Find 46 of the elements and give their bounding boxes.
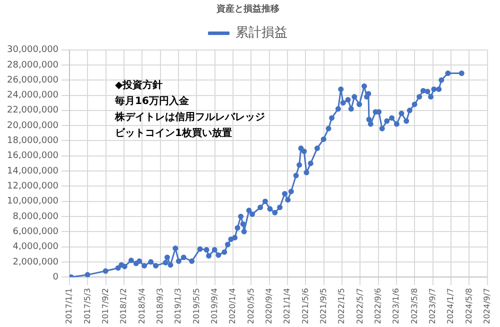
y-tick-label: 2,000,000 bbox=[12, 257, 59, 268]
annotation: ビットコイン1枚買い放置 bbox=[115, 126, 233, 141]
y-tick-label: 10,000,000 bbox=[7, 196, 59, 207]
x-tick-label: 2019/9/4 bbox=[210, 288, 219, 324]
x-tick-label: 2021/1/4 bbox=[282, 288, 292, 324]
y-tick-label: 12,000,000 bbox=[7, 182, 59, 192]
chart-title: 資産と損益推移 bbox=[216, 4, 280, 15]
x-tick-label: 2021/5/6 bbox=[300, 288, 310, 324]
x-tick-label: 2022/1/5 bbox=[337, 288, 346, 324]
x-tick-label: 2018/1/2 bbox=[119, 288, 128, 324]
x-tick-label: 2023/5/8 bbox=[410, 288, 419, 324]
y-tick-label: 24,000,000 bbox=[7, 90, 59, 101]
annotation: 株デイトレは信用フルレバレッジ bbox=[115, 110, 265, 125]
x-tick-label: 2023/9/7 bbox=[428, 288, 437, 324]
x-tick-label: 2021/9/5 bbox=[318, 288, 328, 324]
x-tick-label: 2017/9/2 bbox=[100, 288, 110, 324]
x-tick-label: 2024/5/8 bbox=[464, 288, 474, 324]
x-tick-label: 2018/9/3 bbox=[155, 288, 164, 324]
y-tick-label: 4,000,000 bbox=[12, 242, 59, 252]
x-tick-label: 2019/5/5 bbox=[192, 288, 201, 324]
y-tick-label: 14,000,000 bbox=[7, 166, 59, 176]
x-tick-label: 2017/5/3 bbox=[82, 288, 92, 324]
y-tick-label: 8,000,000 bbox=[12, 212, 59, 222]
x-tick-label: 2024/9/7 bbox=[482, 288, 492, 324]
x-tick-label: 2022/5/7 bbox=[355, 288, 364, 324]
y-tick-label: 18,000,000 bbox=[7, 136, 59, 146]
x-tick-label: 2020/9/4 bbox=[264, 288, 274, 324]
x-tick-label: 2023/1/6 bbox=[392, 288, 401, 324]
y-tick-label: 26,000,000 bbox=[7, 75, 59, 86]
x-tick-label: 2022/9/6 bbox=[373, 288, 382, 324]
y-tick-label: 20,000,000 bbox=[7, 120, 59, 131]
x-tick-label: 2020/5/5 bbox=[246, 288, 256, 324]
annotation: 毎月16万円入金 bbox=[115, 94, 190, 109]
x-tick-label: 2019/1/3 bbox=[174, 288, 183, 324]
y-tick-label: 6,000,000 bbox=[12, 226, 59, 237]
legend-label: 累計損益 bbox=[235, 26, 288, 41]
y-tick-label: 28,000,000 bbox=[7, 60, 59, 70]
y-tick-label: 0 bbox=[52, 272, 59, 282]
y-tick-label: 30,000,000 bbox=[7, 45, 59, 56]
x-tick-label: 2018/5/4 bbox=[137, 288, 146, 324]
y-tick-label: 16,000,000 bbox=[7, 151, 59, 162]
x-tick-label: 2024/1/7 bbox=[446, 288, 456, 324]
annotation: ◆投資方針 bbox=[115, 78, 164, 93]
x-tick-label: 2017/1/1 bbox=[64, 288, 74, 324]
x-tick-label: 2020/1/4 bbox=[228, 288, 238, 324]
y-tick-label: 22,000,000 bbox=[7, 106, 59, 116]
